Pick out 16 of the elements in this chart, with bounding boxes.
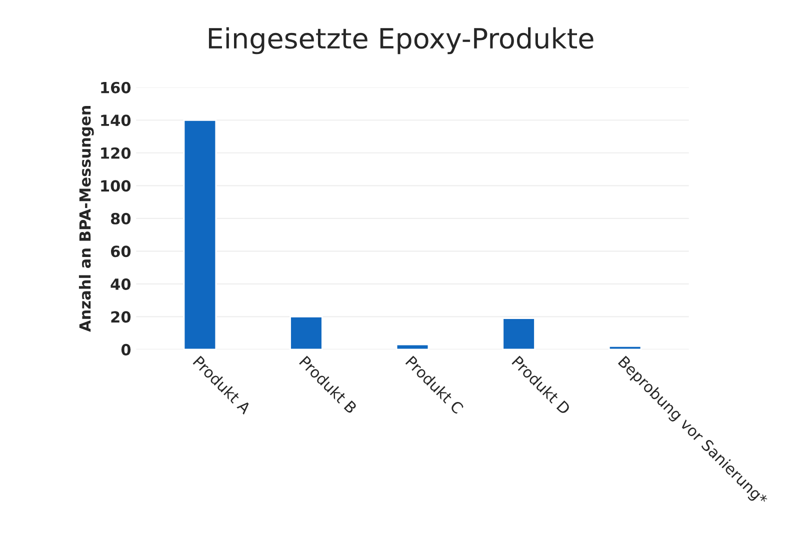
bar xyxy=(502,318,536,350)
y-tick-label: 160 xyxy=(101,82,131,94)
y-tick-label: 40 xyxy=(110,278,131,290)
bar xyxy=(396,344,430,350)
y-tick-label: 60 xyxy=(110,246,131,258)
y-tick-label: 120 xyxy=(101,147,131,159)
bar xyxy=(290,316,323,350)
bar xyxy=(183,119,217,350)
bar xyxy=(608,345,642,350)
y-tick-label: 100 xyxy=(101,180,131,192)
y-axis-title: Anzahl an BPA-Messungen xyxy=(78,106,94,332)
y-tick-label: 20 xyxy=(111,311,131,323)
y-tick-label: 0 xyxy=(121,344,131,356)
chart-title: Eingesetzte Epoxy-Produkte xyxy=(208,27,594,54)
y-tick-label: 140 xyxy=(101,114,131,126)
y-tick-label: 80 xyxy=(110,212,131,224)
